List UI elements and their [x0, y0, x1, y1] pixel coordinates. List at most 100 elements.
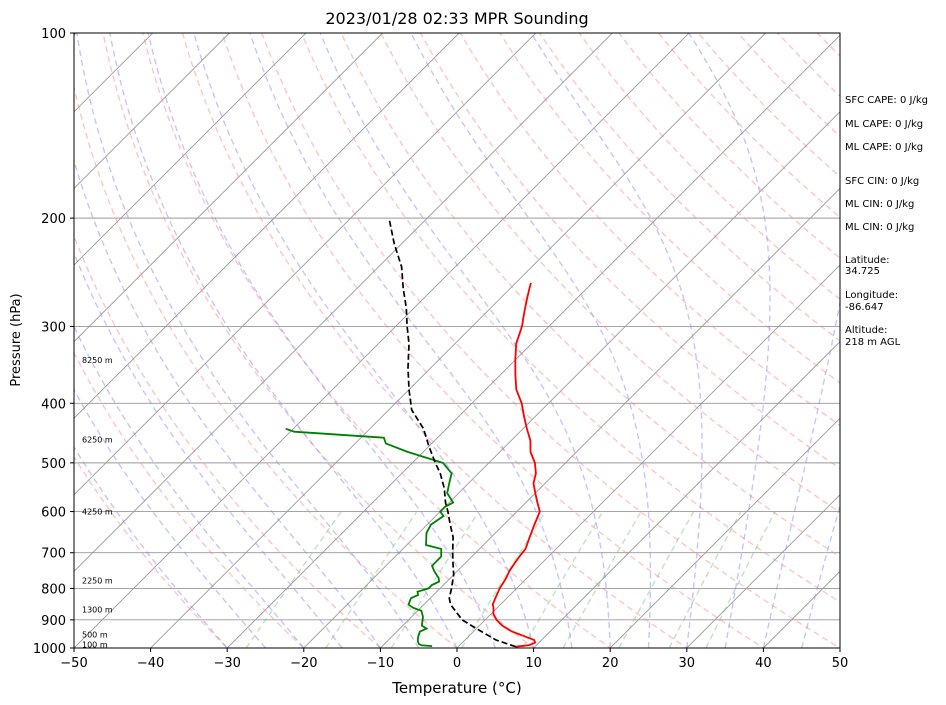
- y-tick-label: 200: [41, 212, 66, 227]
- dry-adiabat-line: [657, 33, 840, 219]
- y-tick-label: 1000: [33, 642, 66, 657]
- x-axis-label: Temperature (°C): [391, 679, 521, 697]
- isotherm-line: [686, 494, 840, 648]
- y-axis-label: Pressure (hPa): [9, 293, 24, 386]
- isotherm-line: [149, 33, 767, 648]
- moist-adiabat-line: [762, 298, 840, 648]
- dry-adiabat-line: [499, 33, 840, 384]
- moist-adiabat-line: [74, 388, 267, 648]
- annotation-text: -86.647: [845, 302, 884, 313]
- mixing-ratio-line: [245, 511, 342, 648]
- isotherm-line: [74, 33, 537, 496]
- annotation-text: ML CAPE: 0 J/kg: [845, 119, 923, 130]
- y-tick-label: 600: [41, 506, 66, 521]
- isotherm-line: [74, 33, 690, 648]
- mixing-ratio-line: [618, 511, 695, 648]
- mixing-ratio-line: [325, 511, 418, 648]
- isotherm-line: [456, 264, 840, 648]
- moist-adiabat-line: [193, 33, 535, 648]
- height-label: 2250 m: [82, 577, 113, 586]
- isotherm-line: [904, 19, 946, 661]
- plot-frame: [73, 32, 841, 649]
- dry-adiabat-line: [74, 455, 229, 648]
- parcel-profile-line: [388, 217, 517, 648]
- x-tick-label: 10: [525, 656, 542, 671]
- x-tick-label: −50: [60, 656, 87, 671]
- moist-adiabat-line: [801, 503, 840, 648]
- moist-adiabat-line: [74, 158, 381, 648]
- isotherm-line: [303, 111, 840, 648]
- isotherm-line: [74, 33, 460, 419]
- isotherm-line: [379, 187, 840, 648]
- moist-adiabat-line: [76, 33, 420, 648]
- annotation-text: ML CIN: 0 J/kg: [845, 222, 914, 233]
- dry-adiabat-line: [221, 33, 765, 648]
- annotation-text: Longitude:: [845, 290, 898, 301]
- x-tick-label: −20: [290, 656, 317, 671]
- isotherm-line: [74, 33, 231, 190]
- dry-adiabat-line: [181, 33, 689, 648]
- x-tick-label: −30: [213, 656, 240, 671]
- mixing-ratio-line: [668, 511, 742, 648]
- moist-adiabat-line: [109, 33, 458, 648]
- dry-adiabat-line: [300, 33, 840, 603]
- annotation-text: ML CAPE: 0 J/kg: [845, 142, 923, 153]
- moist-adiabat-line: [688, 33, 771, 648]
- moist-adiabat-line: [74, 445, 228, 648]
- annotation-text: Latitude:: [845, 255, 890, 266]
- y-tick-label: 900: [41, 614, 66, 629]
- mixing-ratio-line: [461, 511, 547, 648]
- isotherm-line: [609, 417, 840, 648]
- dry-adiabat-line: [538, 33, 840, 342]
- chart-title: 2023/01/28 02:33 MPR Sounding: [325, 9, 588, 28]
- dry-adiabat-line: [74, 84, 459, 648]
- isotherm-line: [74, 33, 614, 573]
- moist-adiabat-line: [319, 33, 611, 648]
- annotation-text: Altitude:: [845, 325, 887, 336]
- isotherm-line: [532, 340, 840, 648]
- height-label: 500 m: [82, 630, 108, 639]
- annotation-text: SFC CAPE: 0 J/kg: [845, 95, 928, 106]
- moist-adiabat-line: [74, 251, 343, 648]
- moist-adiabat-line: [530, 33, 703, 648]
- mixing-ratio-line: [705, 511, 776, 648]
- y-tick-label: 400: [41, 397, 66, 412]
- annotation-text: 218 m AGL: [845, 337, 901, 348]
- height-label: 100 m: [82, 641, 108, 650]
- isotherm-line: [74, 33, 154, 113]
- annotation-text: SFC CIN: 0 J/kg: [845, 176, 919, 187]
- x-tick-label: 20: [602, 656, 619, 671]
- y-tick-label: 500: [41, 457, 66, 472]
- x-tick-label: 50: [832, 656, 849, 671]
- dry-adiabat-line: [74, 351, 305, 648]
- y-tick-label: 800: [41, 582, 66, 597]
- dry-adiabat-line: [74, 234, 382, 648]
- x-tick-label: 30: [679, 656, 696, 671]
- temperature-profile-line: [491, 282, 541, 648]
- x-tick-label: −40: [137, 656, 164, 671]
- dry-adiabat-line: [697, 33, 840, 178]
- dry-adiabat-line: [102, 33, 535, 648]
- x-tick-label: 0: [453, 656, 461, 671]
- y-tick-label: 300: [41, 320, 66, 335]
- isotherm-line: [74, 33, 307, 266]
- x-tick-label: −10: [367, 656, 394, 671]
- dewpoint-profile-line: [285, 427, 455, 647]
- moist-adiabat-line: [249, 33, 573, 648]
- annotation-text: ML CIN: 0 J/kg: [845, 199, 914, 210]
- y-tick-label: 700: [41, 547, 66, 562]
- x-tick-label: 40: [755, 656, 772, 671]
- dry-adiabat-line: [142, 33, 612, 648]
- annotation-text: 34.725: [845, 266, 880, 277]
- height-label: 1300 m: [82, 605, 113, 614]
- moist-adiabat-line: [410, 33, 652, 648]
- height-label: 6250 m: [82, 435, 113, 444]
- mixing-ratio-line: [521, 511, 604, 648]
- height-label: 4250 m: [82, 508, 113, 517]
- dry-adiabat-line: [261, 33, 840, 648]
- moist-adiabat-line: [147, 33, 496, 648]
- mixing-ratio-line: [562, 511, 642, 648]
- isotherm-line: [226, 34, 840, 648]
- y-tick-label: 100: [41, 27, 66, 42]
